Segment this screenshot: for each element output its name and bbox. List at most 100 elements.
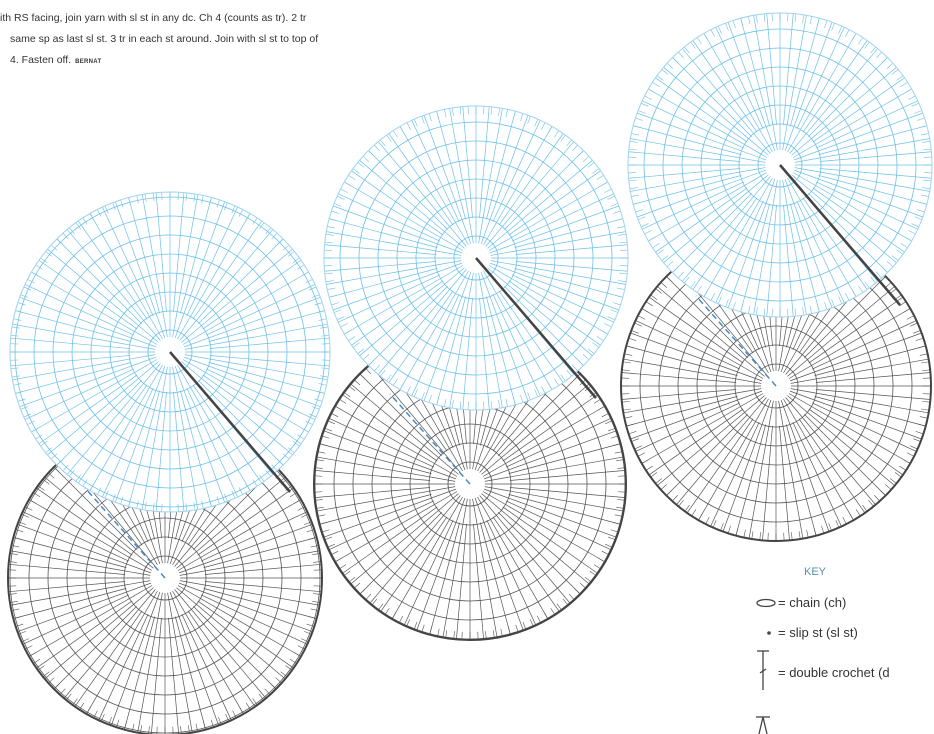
stitch (128, 390, 160, 507)
tick (300, 638, 309, 643)
stitch (47, 361, 159, 456)
tick (717, 26, 722, 34)
tick (904, 88, 912, 94)
tick (572, 364, 578, 372)
stitch (176, 587, 286, 680)
tick (201, 500, 204, 509)
stitch (177, 364, 251, 491)
tick (612, 210, 621, 214)
stitch (197, 487, 294, 556)
stitch (814, 396, 926, 427)
tick (258, 693, 265, 701)
tick (245, 213, 251, 221)
tick (560, 134, 566, 142)
tick (855, 509, 861, 517)
stitch (484, 456, 624, 482)
tick (428, 113, 432, 122)
tick (225, 713, 230, 722)
tick (727, 525, 731, 534)
tick (835, 520, 840, 528)
tick (285, 665, 293, 671)
tick (703, 289, 709, 297)
tick (193, 502, 196, 511)
stitch (793, 169, 923, 218)
stitch (128, 197, 160, 314)
stitch (329, 268, 438, 298)
tick (327, 543, 335, 548)
stitch (110, 591, 161, 726)
stitch (380, 516, 448, 612)
stitch (316, 456, 456, 482)
stitch (492, 294, 541, 396)
stitch (663, 174, 769, 263)
stitch (319, 443, 432, 474)
tick (437, 628, 440, 637)
tick (656, 249, 664, 255)
key: KEY = chain (ch) = slip st (sl st) = dou… (756, 566, 890, 734)
tick (352, 168, 360, 174)
key-item: = slip st (sl st) (778, 625, 858, 640)
tick (899, 465, 907, 471)
tick (436, 397, 440, 405)
stitch (24, 284, 134, 336)
tick (333, 203, 342, 207)
tick (616, 459, 625, 462)
stitch (391, 496, 463, 620)
stitch (178, 523, 313, 574)
tick (270, 683, 277, 690)
stitch (779, 425, 790, 541)
tick (104, 490, 109, 499)
stitch (31, 271, 158, 345)
tick (140, 725, 142, 734)
tick (894, 472, 902, 478)
tick (617, 499, 626, 501)
stitch (508, 494, 621, 525)
tick (62, 232, 69, 240)
tick (317, 451, 326, 454)
tick (306, 623, 315, 627)
stitch (492, 516, 560, 612)
stitch (187, 610, 256, 707)
tick (492, 630, 495, 639)
stitch (480, 115, 529, 245)
tick (17, 302, 26, 306)
stitch (715, 201, 764, 303)
stitch (628, 168, 741, 179)
tick (265, 469, 271, 477)
tick (104, 205, 109, 214)
tick (589, 570, 597, 576)
tick (690, 281, 696, 289)
tick (579, 582, 587, 589)
tick (310, 545, 319, 548)
tick (245, 483, 251, 491)
tick (315, 459, 324, 462)
instructions: ith RS facing, join yarn with sl st in a… (0, 8, 318, 73)
stitch (727, 22, 776, 152)
stitch (28, 585, 153, 657)
stitch (787, 395, 895, 486)
tick (297, 434, 305, 440)
tick (56, 238, 63, 245)
tick (259, 474, 265, 482)
stitch (368, 286, 448, 366)
stitch (789, 390, 922, 440)
stitch (351, 170, 444, 236)
stitch (514, 218, 623, 248)
stitch (177, 585, 302, 657)
tick (612, 443, 621, 446)
tick (725, 22, 729, 31)
stitch (753, 179, 778, 315)
stitch (10, 550, 151, 576)
stitch (722, 399, 772, 532)
spine (779, 164, 901, 306)
tick (547, 126, 553, 134)
tick (421, 392, 425, 401)
stitch (323, 488, 457, 538)
stitch (15, 310, 132, 342)
stitch (411, 120, 460, 222)
stitch (477, 496, 549, 620)
tick (601, 412, 610, 418)
tick (618, 280, 627, 283)
stitch (442, 498, 468, 638)
stitch (478, 272, 503, 408)
